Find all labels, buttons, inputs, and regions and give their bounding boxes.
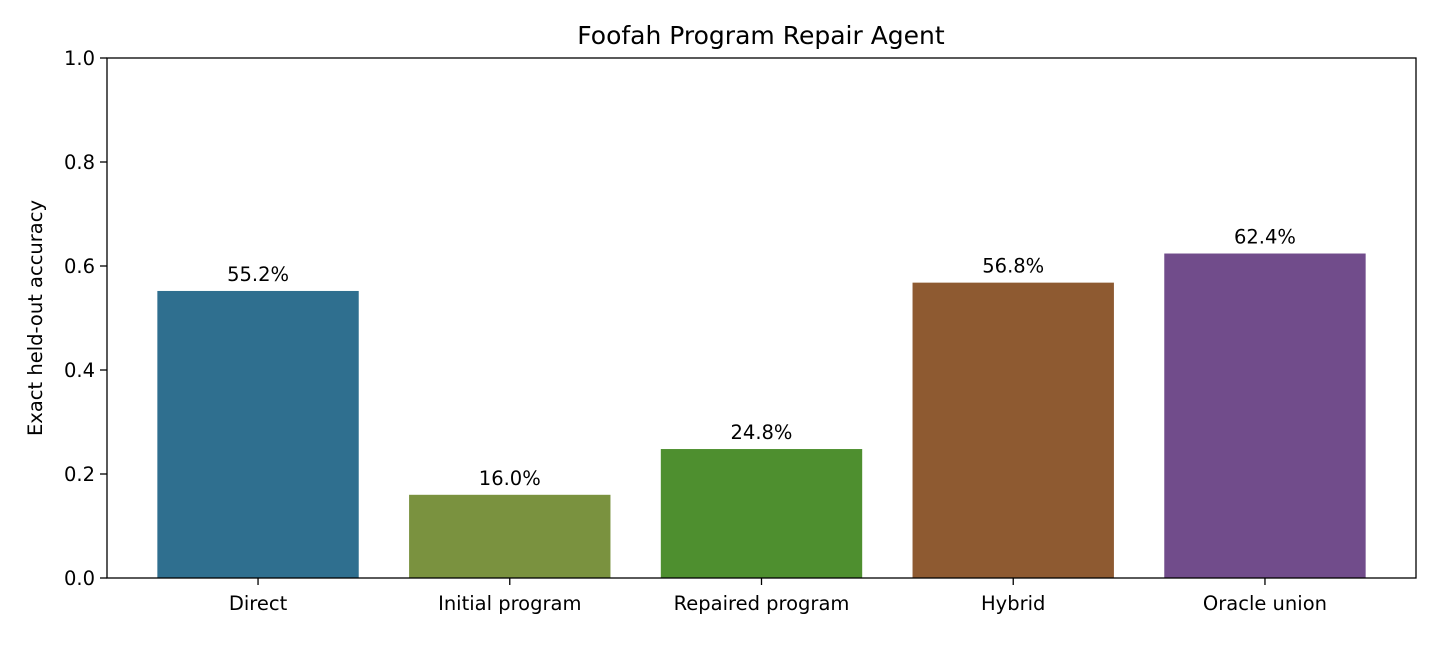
bar-value-label: 56.8% <box>982 255 1044 278</box>
chart-title: Foofah Program Repair Agent <box>577 21 945 50</box>
x-tick-label: Initial program <box>438 592 581 615</box>
x-tick-label: Direct <box>229 592 288 615</box>
bar-4 <box>1164 253 1366 578</box>
bar-2 <box>660 449 863 578</box>
x-tick-label: Hybrid <box>981 592 1045 615</box>
y-tick-label: 0.4 <box>64 359 95 382</box>
bar-value-label: 24.8% <box>731 421 793 444</box>
y-axis-label: Exact held-out accuracy <box>24 200 47 436</box>
bar-value-label: 16.0% <box>479 467 541 490</box>
bar-3 <box>912 282 1114 578</box>
y-tick-label: 0.6 <box>64 255 95 278</box>
bar-1 <box>409 494 611 578</box>
axes-frame <box>106 57 1417 579</box>
x-tick-label: Repaired program <box>674 592 850 615</box>
y-tick-label: 0.2 <box>64 463 95 486</box>
bar-value-label: 55.2% <box>227 263 289 286</box>
y-tick-label: 1.0 <box>64 47 95 70</box>
bar-value-label: 62.4% <box>1234 226 1296 249</box>
x-tick-label: Oracle union <box>1203 592 1327 615</box>
y-tick-label: 0.8 <box>64 151 95 174</box>
plot-area: 55.2% Direct 16.0% Initial program 24.8% Repa… <box>64 47 1417 615</box>
bar-0 <box>157 290 359 578</box>
y-tick-label: 0.0 <box>64 567 95 590</box>
